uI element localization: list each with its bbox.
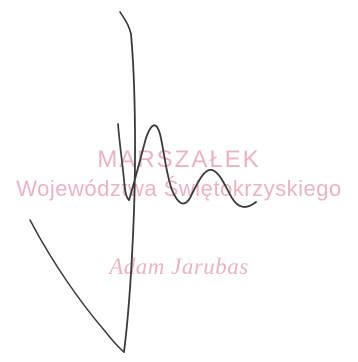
stamp-title: MARSZAŁEK [97,146,261,173]
stamp-name: Adam Jarubas [109,254,249,279]
stamp-office: Województwa Świętokrzyskiego [16,176,342,201]
